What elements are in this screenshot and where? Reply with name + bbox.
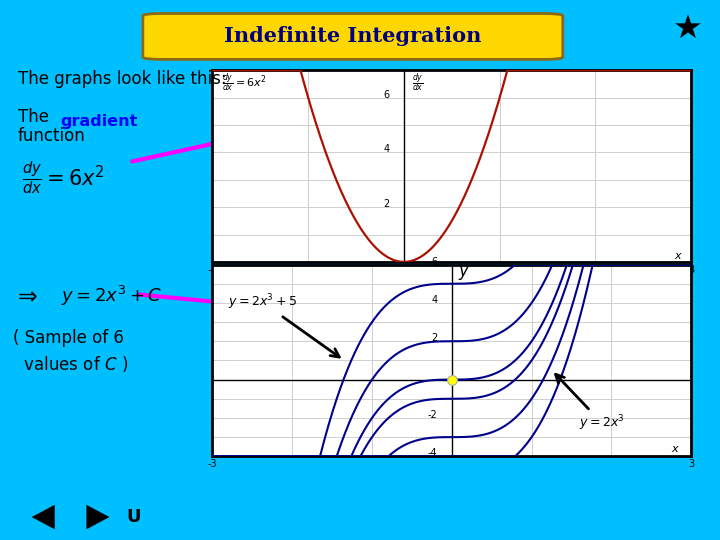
Text: ★: ★ xyxy=(672,13,703,46)
Text: $y = 2x^3$: $y = 2x^3$ xyxy=(556,374,626,433)
Text: $\frac{dy}{dx} = 6x^2$: $\frac{dy}{dx} = 6x^2$ xyxy=(22,160,104,197)
Text: $y$: $y$ xyxy=(458,264,471,282)
Polygon shape xyxy=(86,505,109,529)
Text: The: The xyxy=(18,107,54,125)
Text: Indefinite Integration: Indefinite Integration xyxy=(224,26,482,46)
Text: $\frac{dy}{dx} = 6x^2$: $\frac{dy}{dx} = 6x^2$ xyxy=(222,71,267,94)
Text: 3: 3 xyxy=(688,265,694,275)
Text: $x$: $x$ xyxy=(674,251,683,261)
Polygon shape xyxy=(32,505,55,529)
Text: -3: -3 xyxy=(207,459,217,469)
Text: gradient: gradient xyxy=(60,114,138,129)
FancyBboxPatch shape xyxy=(143,14,563,59)
Text: U: U xyxy=(127,508,141,526)
Text: ( Sample of 6: ( Sample of 6 xyxy=(13,329,124,347)
Text: $x$: $x$ xyxy=(671,444,680,455)
Text: -2: -2 xyxy=(207,265,217,275)
Text: 4: 4 xyxy=(384,144,390,154)
Text: 2: 2 xyxy=(383,199,390,209)
Text: 2: 2 xyxy=(431,333,438,343)
Text: The graphs look like this:: The graphs look like this: xyxy=(18,70,227,87)
Text: -2: -2 xyxy=(428,410,438,420)
Text: 6: 6 xyxy=(384,90,390,99)
Text: -4: -4 xyxy=(428,448,438,458)
Text: 4: 4 xyxy=(431,295,438,305)
Text: $\frac{dy}{dx}$: $\frac{dy}{dx}$ xyxy=(412,71,423,94)
Text: values of $C$ ): values of $C$ ) xyxy=(13,354,128,374)
Text: function: function xyxy=(18,127,86,145)
Text: 3: 3 xyxy=(688,459,694,469)
Text: $y = 2x^3 + 5$: $y = 2x^3 + 5$ xyxy=(228,293,339,357)
Text: 6: 6 xyxy=(431,256,438,267)
Text: $\Rightarrow$: $\Rightarrow$ xyxy=(13,284,38,307)
Text: $y = 2x^3 + C$: $y = 2x^3 + C$ xyxy=(61,284,163,308)
